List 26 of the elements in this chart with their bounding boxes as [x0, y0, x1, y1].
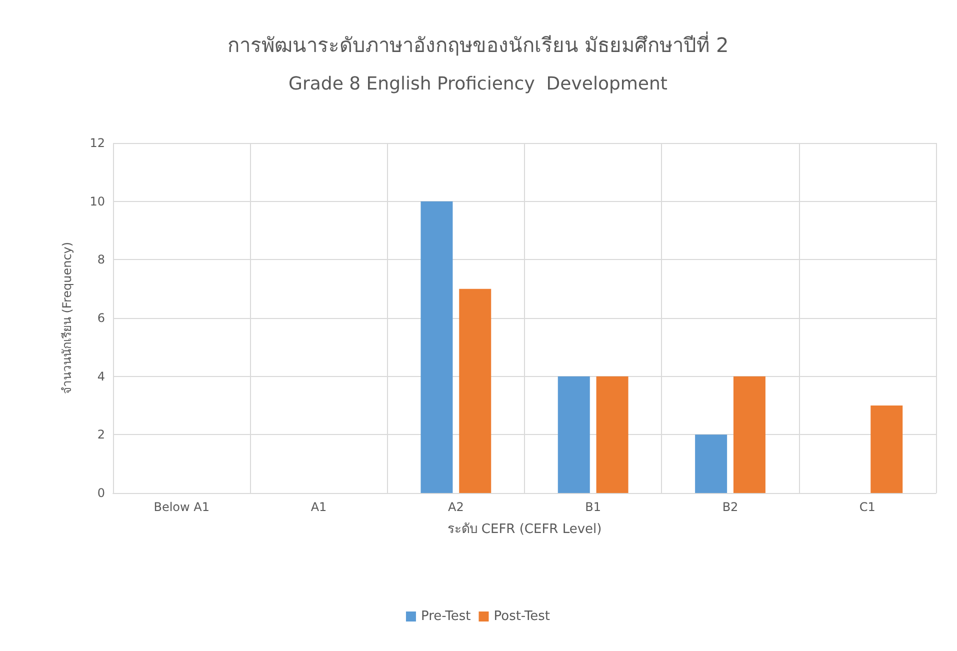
y-tick-label: 10 [90, 194, 105, 208]
x-tick-label: B2 [722, 500, 738, 514]
y-tick-label: 8 [97, 252, 105, 267]
bar [558, 376, 590, 493]
x-tick-label: B1 [585, 500, 602, 514]
bar [596, 376, 628, 493]
bar [733, 376, 766, 493]
chart-subtitle: Grade 8 English Proficiency Development [288, 74, 668, 94]
y-tick-label: 2 [97, 428, 105, 442]
bar [695, 434, 728, 493]
bar [459, 288, 492, 493]
chart-title: การพัฒนาระดับภาษาอังกฤษของนักเรียน มัธยมศึกษาปีที่ 2 [227, 31, 729, 57]
bar [870, 406, 903, 493]
y-tick-label: 6 [97, 311, 105, 325]
legend-label: Post-Test [494, 609, 550, 624]
y-tick-label: 4 [97, 369, 105, 384]
y-tick-label: 12 [90, 136, 105, 150]
legend-label: Pre-Test [420, 609, 471, 624]
x-tick-label: A2 [448, 500, 464, 514]
y-tick-label: 0 [97, 486, 105, 500]
y-axis-title: จำนวนนักเรียน (Frequency) [60, 242, 74, 394]
x-axis-title: ระดับ CEFR (CEFR Level) [447, 522, 602, 537]
x-tick-label: A1 [310, 500, 327, 514]
x-tick-label: C1 [859, 500, 876, 514]
bar [420, 201, 453, 493]
x-tick-label: Below A1 [154, 500, 210, 514]
